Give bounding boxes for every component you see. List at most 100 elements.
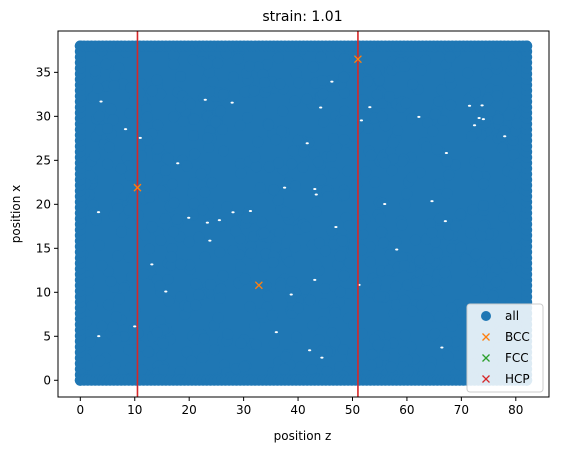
all-point (375, 226, 387, 238)
all-point (482, 94, 494, 106)
all-point (297, 161, 309, 173)
all-point (280, 351, 292, 363)
all-point (477, 220, 489, 232)
all-point (83, 276, 95, 288)
x-tick-label: 70 (454, 403, 469, 417)
all-point (396, 156, 408, 168)
plot-frame (57, 30, 550, 398)
all-point (259, 77, 271, 89)
void-gap (282, 186, 287, 189)
all-point (328, 133, 340, 145)
all-point (342, 61, 354, 73)
all-point (143, 243, 155, 255)
all-point (503, 109, 515, 121)
all-point (206, 177, 218, 189)
all-point (254, 100, 266, 112)
all-point (386, 165, 398, 177)
all-point (110, 334, 122, 346)
void-gap (503, 135, 507, 138)
all-point (318, 297, 330, 309)
all-point (402, 279, 414, 291)
all-point (325, 75, 337, 87)
all-point (157, 338, 169, 350)
all-point (444, 71, 456, 83)
void-gap (472, 124, 477, 127)
all-point (227, 245, 239, 257)
all-point (407, 305, 419, 317)
void-gap (334, 226, 338, 229)
all-point (162, 153, 174, 165)
all-point (187, 187, 199, 199)
all-point (175, 70, 187, 82)
all-point (146, 85, 158, 97)
all-point (431, 284, 443, 296)
all-point (163, 141, 175, 153)
all-point (134, 170, 146, 182)
legend-label: HCP (505, 372, 530, 386)
void-gap (217, 219, 222, 222)
all-point (207, 75, 219, 87)
all-point (353, 72, 365, 84)
all-point (399, 199, 411, 211)
all-point (401, 188, 413, 200)
all-point (239, 86, 251, 98)
all-point (387, 137, 399, 149)
all-point (321, 366, 333, 378)
all-point (214, 292, 226, 304)
void-gap (330, 80, 334, 83)
all-point (84, 336, 96, 348)
void-gap (138, 136, 142, 139)
all-point (216, 124, 228, 136)
all-point (92, 82, 104, 94)
all-point (399, 294, 411, 306)
all-point (453, 359, 465, 371)
all-point (289, 241, 301, 253)
y-tick-label: 20 (36, 197, 51, 211)
all-point (406, 171, 418, 183)
all-point (387, 153, 399, 165)
all-point (215, 105, 227, 117)
all-point (301, 93, 313, 105)
all-point (431, 143, 443, 155)
all-point (500, 241, 512, 253)
all-point (292, 55, 304, 67)
all-point (190, 333, 202, 345)
all-point (261, 59, 273, 71)
all-point (390, 280, 402, 292)
bcc-point (254, 281, 263, 290)
all-point (376, 197, 388, 209)
all-point (362, 122, 374, 134)
all-point (449, 336, 461, 348)
all-point (521, 40, 533, 52)
all-point (215, 283, 227, 295)
legend-label: BCC (505, 330, 530, 344)
all-point (338, 87, 350, 99)
all-point (163, 295, 175, 307)
all-point (171, 213, 183, 225)
all-point (151, 326, 163, 338)
all-point (105, 103, 117, 115)
all-point (385, 361, 397, 373)
all-point (341, 165, 353, 177)
all-point (307, 320, 319, 332)
all-point (315, 174, 327, 186)
all-point (400, 97, 412, 109)
all-point (227, 71, 239, 83)
all-point (407, 78, 419, 90)
all-point (152, 119, 164, 131)
all-point (338, 115, 350, 127)
all-point (294, 361, 306, 373)
all-point (198, 333, 210, 345)
all-point (473, 157, 485, 169)
all-point (334, 286, 346, 298)
all-point (96, 260, 108, 272)
all-point (159, 212, 171, 224)
all-point (499, 257, 511, 269)
all-point (152, 173, 164, 185)
all-point (215, 220, 227, 232)
all-point (326, 225, 338, 237)
all-point (512, 83, 524, 95)
all-point (245, 247, 257, 259)
all-point (183, 236, 195, 248)
x-tick-label: 40 (290, 403, 305, 417)
